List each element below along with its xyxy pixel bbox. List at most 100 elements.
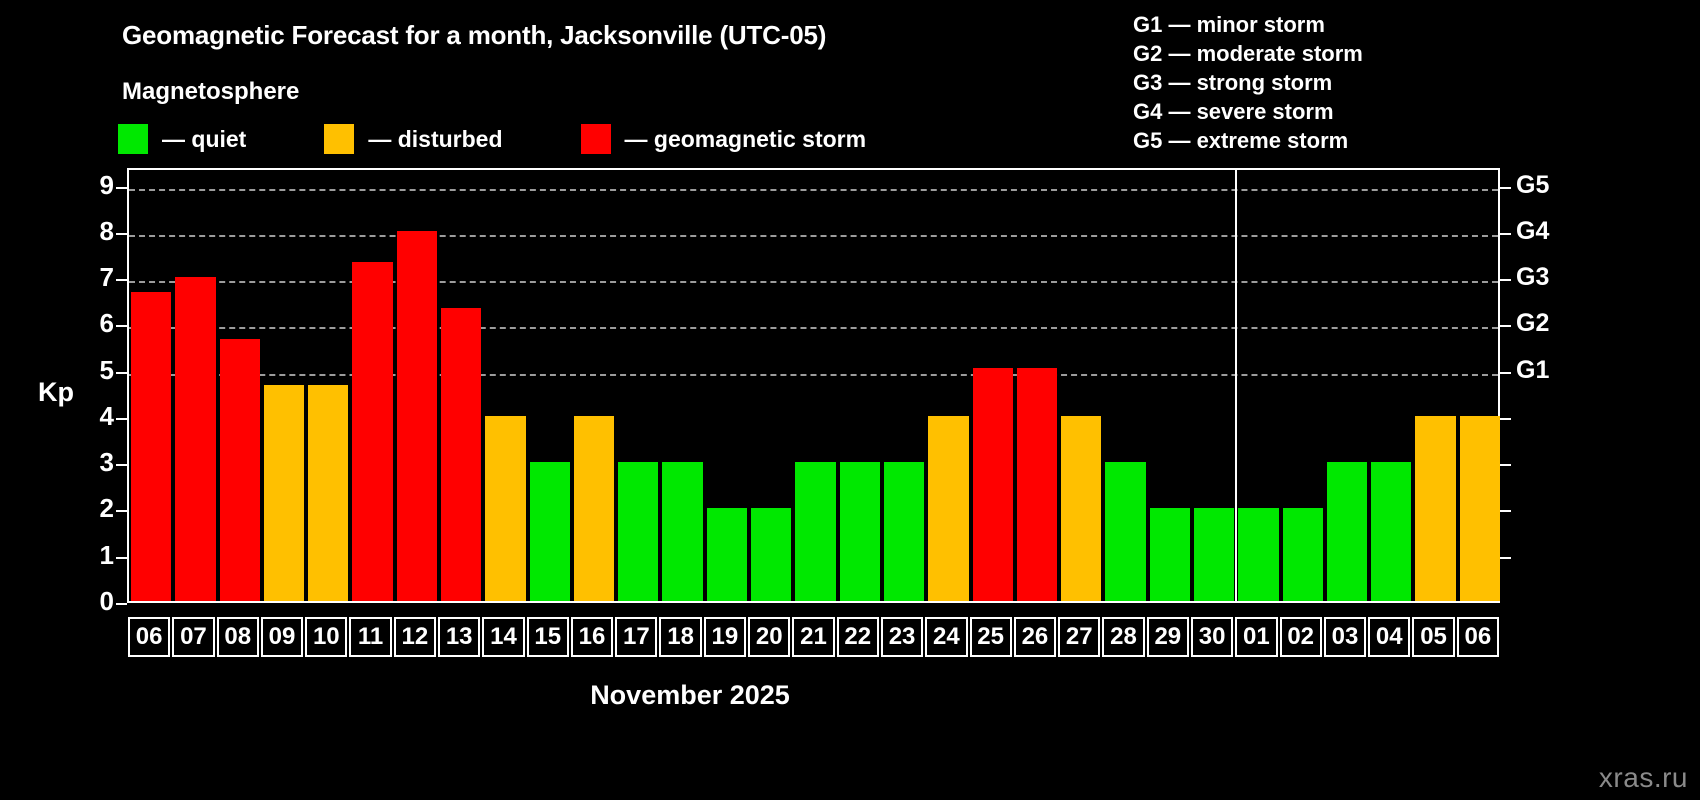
- bar-day-28[interactable]: [1105, 462, 1146, 601]
- day-label-09-3[interactable]: 09: [260, 617, 304, 657]
- legend-label-disturbed: — disturbed: [368, 125, 503, 152]
- bar-day-18[interactable]: [662, 462, 703, 601]
- bar-day-05[interactable]: [1415, 415, 1456, 601]
- plot-area: [127, 168, 1500, 603]
- legend-swatch-storm: [580, 124, 611, 154]
- day-label-13-7[interactable]: 13: [438, 617, 481, 657]
- bar-day-24[interactable]: [928, 415, 969, 601]
- day-label-03-27[interactable]: 03: [1323, 617, 1367, 657]
- day-label-06-0[interactable]: 06: [128, 617, 171, 657]
- g-tick-label-g3: G3: [1516, 263, 1550, 292]
- day-label-28-22[interactable]: 28: [1102, 617, 1145, 657]
- y-tick-mark-9: [116, 186, 127, 189]
- g-tick-mark-g2: [1500, 325, 1511, 328]
- day-label-18-12[interactable]: 18: [659, 617, 702, 657]
- bar-day-15[interactable]: [529, 462, 570, 601]
- bar-day-26[interactable]: [1016, 368, 1058, 601]
- g-tick-label-g5: G5: [1516, 170, 1550, 199]
- bar-day-17[interactable]: [618, 462, 659, 601]
- day-label-row: 06 07 08 09 10 11 12 13 14 15 16 17 18 19 20 21 22 23 24 25…: [127, 617, 1500, 657]
- legend-swatch-quiet: [118, 124, 148, 154]
- magnetosphere-legend: — quiet — disturbed — geomagnetic storm: [118, 122, 866, 156]
- day-label-22-16[interactable]: 22: [836, 617, 879, 657]
- day-label-29-23[interactable]: 29: [1146, 617, 1189, 657]
- bar-day-25[interactable]: [972, 368, 1013, 601]
- legend-label-quiet: — quiet: [162, 125, 247, 152]
- day-label-21-15[interactable]: 21: [792, 617, 835, 657]
- bar-day-07[interactable]: [175, 277, 216, 601]
- watermark: xras.ru: [1598, 762, 1688, 793]
- gridline-kp-9: [129, 188, 1498, 191]
- bar-day-23[interactable]: [883, 462, 925, 601]
- y-tick-mark-6: [116, 325, 127, 328]
- day-label-06-30[interactable]: 06: [1456, 617, 1499, 657]
- y-tick-mark-5: [116, 371, 127, 374]
- month-caption: November 2025: [590, 680, 790, 710]
- day-label-26-20[interactable]: 26: [1013, 617, 1057, 657]
- day-label-30-24[interactable]: 30: [1190, 617, 1234, 657]
- day-label-20-14[interactable]: 20: [748, 617, 791, 657]
- bar-day-01[interactable]: [1238, 508, 1279, 601]
- bar-day-02[interactable]: [1282, 508, 1323, 601]
- day-label-10-4[interactable]: 10: [305, 617, 348, 657]
- gscale-line-g4: G4 — severe storm: [1133, 99, 1334, 124]
- bar-day-06[interactable]: [131, 292, 172, 601]
- legend-item-storm: — geomagnetic storm: [580, 124, 867, 154]
- g-tick-label-g2: G2: [1516, 309, 1550, 338]
- day-label-25-19[interactable]: 25: [969, 617, 1012, 657]
- bars-container: [129, 170, 1500, 601]
- g-tick-label-g4: G4: [1516, 216, 1550, 245]
- legend-label-storm: — geomagnetic storm: [624, 125, 867, 152]
- day-label-17-11[interactable]: 17: [615, 617, 658, 657]
- page-title: Geomagnetic Forecast for a month, Jackso…: [122, 20, 827, 50]
- day-label-24-18[interactable]: 24: [925, 617, 968, 657]
- bar-day-10[interactable]: [308, 384, 349, 601]
- day-label-08-2[interactable]: 08: [216, 617, 259, 657]
- bar-day-22[interactable]: [839, 462, 880, 601]
- bar-day-29[interactable]: [1149, 508, 1190, 601]
- y-tick-mark-7: [116, 279, 127, 282]
- bar-day-03[interactable]: [1326, 462, 1368, 601]
- y-tick-mark-3: [116, 464, 127, 467]
- day-label-05-29[interactable]: 05: [1412, 617, 1455, 657]
- day-label-02-26[interactable]: 02: [1279, 617, 1322, 657]
- day-label-07-1[interactable]: 07: [172, 617, 215, 657]
- day-label-27-21[interactable]: 27: [1058, 617, 1101, 657]
- bar-day-16[interactable]: [573, 415, 615, 601]
- bar-day-06[interactable]: [1459, 415, 1500, 601]
- bar-day-19[interactable]: [706, 508, 748, 601]
- day-label-12-6[interactable]: 12: [393, 617, 437, 657]
- g-axis-minor-mark-3: [1500, 464, 1511, 467]
- bar-day-27[interactable]: [1061, 415, 1102, 601]
- g-tick-mark-g5: [1500, 186, 1511, 189]
- bar-day-12[interactable]: [396, 230, 438, 601]
- day-label-14-8[interactable]: 14: [482, 617, 525, 657]
- bar-day-09[interactable]: [263, 384, 305, 601]
- y-tick-label-6: 6: [99, 308, 114, 339]
- bar-day-13[interactable]: [441, 308, 482, 601]
- bar-day-30[interactable]: [1193, 508, 1235, 601]
- day-label-19-13[interactable]: 19: [703, 617, 747, 657]
- bar-day-11[interactable]: [352, 261, 393, 601]
- y-tick-mark-2: [116, 510, 127, 513]
- bar-day-04[interactable]: [1371, 462, 1412, 601]
- day-label-16-10[interactable]: 16: [570, 617, 614, 657]
- y-tick-label-4: 4: [99, 400, 114, 431]
- bar-day-21[interactable]: [795, 462, 836, 601]
- gscale-line-g5: G5 — extreme storm: [1133, 128, 1349, 153]
- day-label-01-25[interactable]: 01: [1235, 617, 1278, 657]
- day-label-15-9[interactable]: 15: [526, 617, 569, 657]
- day-label-11-5[interactable]: 11: [349, 617, 392, 657]
- y-tick-label-5: 5: [99, 354, 114, 385]
- bar-day-08[interactable]: [219, 338, 260, 601]
- bar-day-14[interactable]: [485, 415, 526, 601]
- g-axis-minor-mark-1: [1500, 556, 1511, 559]
- g-tick-mark-g4: [1500, 232, 1511, 235]
- bar-day-20[interactable]: [751, 508, 792, 601]
- y-tick-label-3: 3: [99, 447, 114, 478]
- day-label-04-28[interactable]: 04: [1368, 617, 1411, 657]
- day-label-23-17[interactable]: 23: [880, 617, 924, 657]
- gscale-line-g1: G1 — minor storm: [1133, 12, 1325, 37]
- gridlines: [129, 170, 1498, 601]
